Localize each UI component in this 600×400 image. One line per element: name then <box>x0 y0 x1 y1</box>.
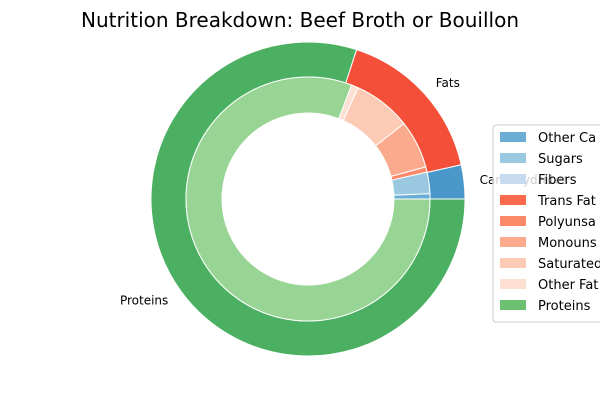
legend-label-3: Fibers <box>538 173 577 188</box>
legend-swatch-7 <box>500 258 526 268</box>
legend-label-5: Polyunsa <box>538 215 596 230</box>
legend-label-1: Other Ca <box>538 131 596 146</box>
legend-swatch-8 <box>500 279 526 289</box>
legend-label-6: Monouns <box>538 236 597 251</box>
legend-label-9: Proteins <box>538 299 591 314</box>
legend-swatch-5 <box>500 216 526 226</box>
legend-swatch-3 <box>500 174 526 184</box>
legend-swatch-2 <box>500 153 526 163</box>
outer-label-proteins: Proteins <box>120 294 168 308</box>
legend-label-4: Trans Fat <box>537 194 596 209</box>
legend-label-7: Saturated <box>538 257 600 272</box>
chart-title: Nutrition Breakdown: Beef Broth or Bouil… <box>81 8 519 32</box>
inner-slice-proteins <box>185 76 431 322</box>
inner-ring <box>185 76 431 322</box>
legend-swatch-4 <box>500 195 526 205</box>
outer-label-fats: Fats <box>436 76 460 90</box>
legend-swatch-6 <box>500 237 526 247</box>
legend-label-2: Sugars <box>538 152 583 167</box>
legend: Other Ca Sugars Fibers Trans Fat Polyunsa Mon… <box>492 124 600 323</box>
legend-label-8: Other Fat <box>538 278 598 293</box>
legend-swatch-1 <box>500 132 526 142</box>
legend-swatch-9 <box>500 300 526 310</box>
